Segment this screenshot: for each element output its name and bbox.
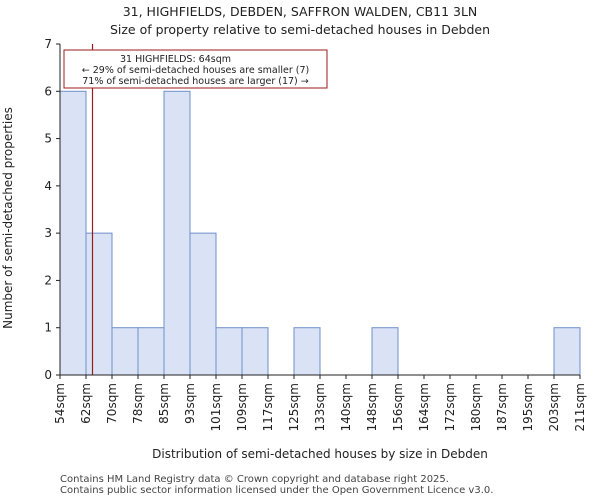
x-tick-label: 156sqm <box>391 383 405 431</box>
y-tick-label: 3 <box>44 226 52 240</box>
x-tick-label: 109sqm <box>235 383 249 431</box>
chart-title: 31, HIGHFIELDS, DEBDEN, SAFFRON WALDEN, … <box>122 4 478 19</box>
x-tick-label: 195sqm <box>521 383 535 431</box>
y-tick-label: 1 <box>44 321 52 335</box>
y-axis-label: Number of semi-detached properties <box>1 107 15 329</box>
bar-203sqm <box>553 327 581 376</box>
x-tick-label: 148sqm <box>365 383 379 431</box>
x-tick-label: 62sqm <box>79 383 93 424</box>
bar-148sqm <box>371 327 399 376</box>
x-tick-label: 164sqm <box>417 383 431 431</box>
x-tick-label: 211sqm <box>573 383 587 431</box>
bar-109sqm <box>241 327 269 376</box>
bar-85sqm <box>163 90 191 376</box>
y-tick-label: 5 <box>44 132 52 146</box>
x-tick-label: 93sqm <box>183 383 197 424</box>
x-tick-label: 187sqm <box>495 383 509 431</box>
x-axis-label: Distribution of semi-detached houses by … <box>152 447 488 461</box>
bar-93sqm <box>189 232 217 376</box>
y-tick-label: 0 <box>44 368 52 382</box>
annotation-line: 31 HIGHFIELDS: 64sqm <box>120 54 231 65</box>
bar-101sqm <box>215 327 243 376</box>
bar-125sqm <box>293 327 321 376</box>
x-tick-label: 133sqm <box>313 383 327 431</box>
x-tick-label: 117sqm <box>261 383 275 431</box>
y-tick-label: 4 <box>44 179 52 193</box>
annotation-line: 71% of semi-detached houses are larger (… <box>82 76 309 87</box>
x-tick-label: 54sqm <box>53 383 67 424</box>
x-tick-label: 78sqm <box>131 383 145 424</box>
bar-62sqm <box>85 232 113 376</box>
x-tick-label: 203sqm <box>547 383 561 431</box>
bar-54sqm <box>59 90 87 376</box>
footer-copyright: Contains HM Land Registry data © Crown c… <box>60 474 449 485</box>
x-tick-label: 85sqm <box>157 383 171 424</box>
x-tick-label: 101sqm <box>209 383 223 431</box>
x-tick-label: 140sqm <box>339 383 353 431</box>
x-tick-label: 180sqm <box>469 383 483 431</box>
annotation-line: ← 29% of semi-detached houses are smalle… <box>82 65 310 76</box>
bar-70sqm <box>111 327 139 376</box>
bar-78sqm <box>137 327 165 376</box>
x-tick-label: 172sqm <box>443 383 457 431</box>
y-tick-label: 6 <box>44 84 52 98</box>
x-tick-label: 125sqm <box>287 383 301 431</box>
annotation-box <box>63 49 328 89</box>
y-tick-label: 7 <box>44 37 52 51</box>
footer-licence: Contains public sector information licen… <box>60 485 494 496</box>
x-tick-label: 70sqm <box>105 383 119 424</box>
chart-subtitle: Size of property relative to semi-detach… <box>109 22 491 37</box>
y-tick-label: 2 <box>44 273 52 287</box>
